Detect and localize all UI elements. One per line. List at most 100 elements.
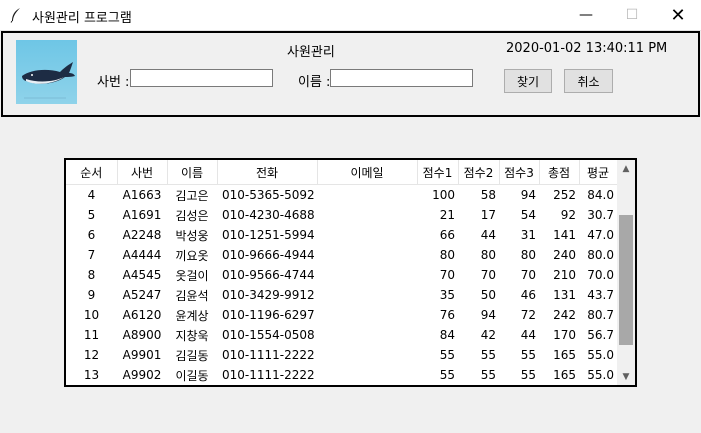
table-cell: A4444: [122, 248, 162, 262]
table-cell: 010-1251-5994: [222, 228, 315, 242]
table-cell: 242: [553, 308, 576, 322]
table-row[interactable]: 13 A9902 이길동 010-1111-2222 55 55 55 165 55.0: [66, 365, 617, 385]
table-cell: 55.0: [587, 348, 614, 362]
table-cell: 7: [87, 248, 96, 262]
column-header[interactable]: 이메일: [317, 160, 418, 185]
panel-title: 사원관리: [287, 45, 335, 60]
datetime-label: 2020-01-02 13:40:11 PM: [506, 41, 668, 56]
table-cell: 76: [439, 308, 455, 322]
table-header-row: 순서 사번 이름 전화 이메일 점수1 점수2 점수3 총점 평균: [66, 160, 618, 185]
chevron-up-icon[interactable]: ▲: [622, 163, 630, 174]
employee-id-input[interactable]: [130, 69, 273, 87]
table-row[interactable]: 4 A1663 김고은 010-5365-5092 100 58 94 252 84.0: [66, 185, 617, 206]
table-cell: 55: [520, 348, 536, 362]
column-header[interactable]: 평균: [579, 160, 618, 185]
table-cell: 010-1554-0508: [222, 328, 315, 342]
column-header[interactable]: 점수2: [458, 160, 500, 185]
table-cell: 70: [520, 268, 536, 282]
table-row[interactable]: 5 A1691 김성은 010-4230-4688 21 17 54 92 30.7: [66, 205, 617, 225]
table-cell: A8900: [122, 328, 162, 342]
table-cell: 6: [87, 228, 96, 242]
table-cell: [317, 265, 417, 285]
table-cell: 30.7: [587, 208, 614, 222]
table-row[interactable]: 10 A6120 윤계상 010-1196-6297 76 94 72 242 80.7: [66, 305, 617, 325]
table-cell: A2248: [122, 228, 162, 242]
table-cell: A4545: [122, 268, 162, 282]
table-cell: [317, 285, 417, 305]
table-cell: 240: [553, 248, 576, 262]
cancel-button[interactable]: 취소: [564, 69, 613, 93]
table-cell: 131: [553, 288, 576, 302]
table-cell: [317, 225, 417, 245]
scroll-thumb[interactable]: [619, 215, 633, 345]
column-header[interactable]: 사번: [117, 160, 168, 185]
table-cell: [317, 365, 417, 385]
table-cell: [317, 185, 417, 206]
column-header[interactable]: 순서: [66, 160, 118, 185]
table-cell: 11: [83, 328, 100, 342]
minimize-button[interactable]: —: [579, 7, 593, 23]
table-cell: 010-9566-4744: [222, 268, 315, 282]
table-cell: 100: [432, 188, 455, 202]
table-cell: 165: [553, 348, 576, 362]
table-cell: 김윤석: [175, 288, 209, 303]
maximize-button[interactable]: ☐: [625, 7, 639, 23]
table-cell: 72: [520, 308, 536, 322]
table-cell: 58: [480, 188, 496, 202]
table-cell: 70: [480, 268, 496, 282]
table-row[interactable]: 12 A9901 김길동 010-1111-2222 55 55 55 165 55.0: [66, 345, 617, 365]
table-cell: 김길동: [175, 348, 209, 363]
table-cell: [317, 245, 417, 265]
table-cell: 지창욱: [175, 328, 209, 343]
table-cell: 010-5365-5092: [222, 188, 315, 202]
close-button[interactable]: ✕: [670, 4, 686, 26]
employee-table: 순서 사번 이름 전화 이메일 점수1 점수2 점수3 총점 평균 4 A1663 김고은 010-53…: [66, 160, 618, 385]
table-cell: 50: [480, 288, 496, 302]
find-button[interactable]: 찾기: [504, 69, 552, 93]
table-row[interactable]: 9 A5247 김윤석 010-3429-9912 35 50 46 131 43.7: [66, 285, 617, 305]
table-cell: 141: [553, 228, 576, 242]
table-cell: 46: [520, 288, 536, 302]
table-cell: 9: [87, 288, 96, 302]
table-cell: A6120: [122, 308, 162, 322]
table-cell: 5: [87, 208, 96, 222]
table-cell: 56.7: [587, 328, 614, 342]
table-cell: 70.0: [587, 268, 614, 282]
table-cell: 끼요옷: [175, 248, 209, 263]
table-row[interactable]: 8 A4545 옷걸이 010-9566-4744 70 70 70 210 70.0: [66, 265, 617, 285]
table-cell: A5247: [122, 288, 162, 302]
vertical-scrollbar[interactable]: ▲ ▼: [617, 160, 635, 385]
table-cell: 94: [480, 308, 496, 322]
column-header[interactable]: 총점: [539, 160, 580, 185]
table-cell: 010-1111-2222: [222, 368, 315, 382]
table-cell: A1691: [122, 208, 162, 222]
table-row[interactable]: 6 A2248 박성웅 010-1251-5994 66 44 31 141 47.0: [66, 225, 617, 245]
table-cell: [317, 325, 417, 345]
table-cell: 44: [520, 328, 536, 342]
table-cell: 84.0: [587, 188, 614, 202]
table-cell: A9901: [122, 348, 162, 362]
table-row[interactable]: 7 A4444 끼요옷 010-9666-4944 80 80 80 240 80.0: [66, 245, 617, 265]
column-header[interactable]: 점수1: [417, 160, 459, 185]
name-input[interactable]: [330, 69, 473, 87]
table-cell: 이길동: [175, 368, 209, 383]
table-cell: 김고은: [175, 188, 209, 203]
table-row[interactable]: 11 A8900 지창욱 010-1554-0508 84 42 44 170 56.7: [66, 325, 617, 345]
table-cell: 010-1111-2222: [222, 348, 315, 362]
chevron-down-icon[interactable]: ▼: [622, 371, 630, 382]
column-header[interactable]: 이름: [167, 160, 218, 185]
table-cell: 92: [560, 208, 576, 222]
table-cell: 70: [439, 268, 455, 282]
column-header[interactable]: 전화: [217, 160, 318, 185]
table-cell: 55: [439, 348, 455, 362]
table-cell: 43.7: [587, 288, 614, 302]
window-title: 사원관리 프로그램: [32, 11, 132, 26]
table-cell: 55: [439, 368, 455, 382]
table-cell: 55: [520, 368, 536, 382]
table-cell: 17: [480, 208, 496, 222]
table-cell: 010-4230-4688: [222, 208, 315, 222]
column-header[interactable]: 점수3: [499, 160, 540, 185]
table-cell: 31: [520, 228, 536, 242]
table-cell: 010-9666-4944: [222, 248, 315, 262]
title-bar: 사원관리 프로그램 — ☐ ✕: [0, 0, 701, 31]
